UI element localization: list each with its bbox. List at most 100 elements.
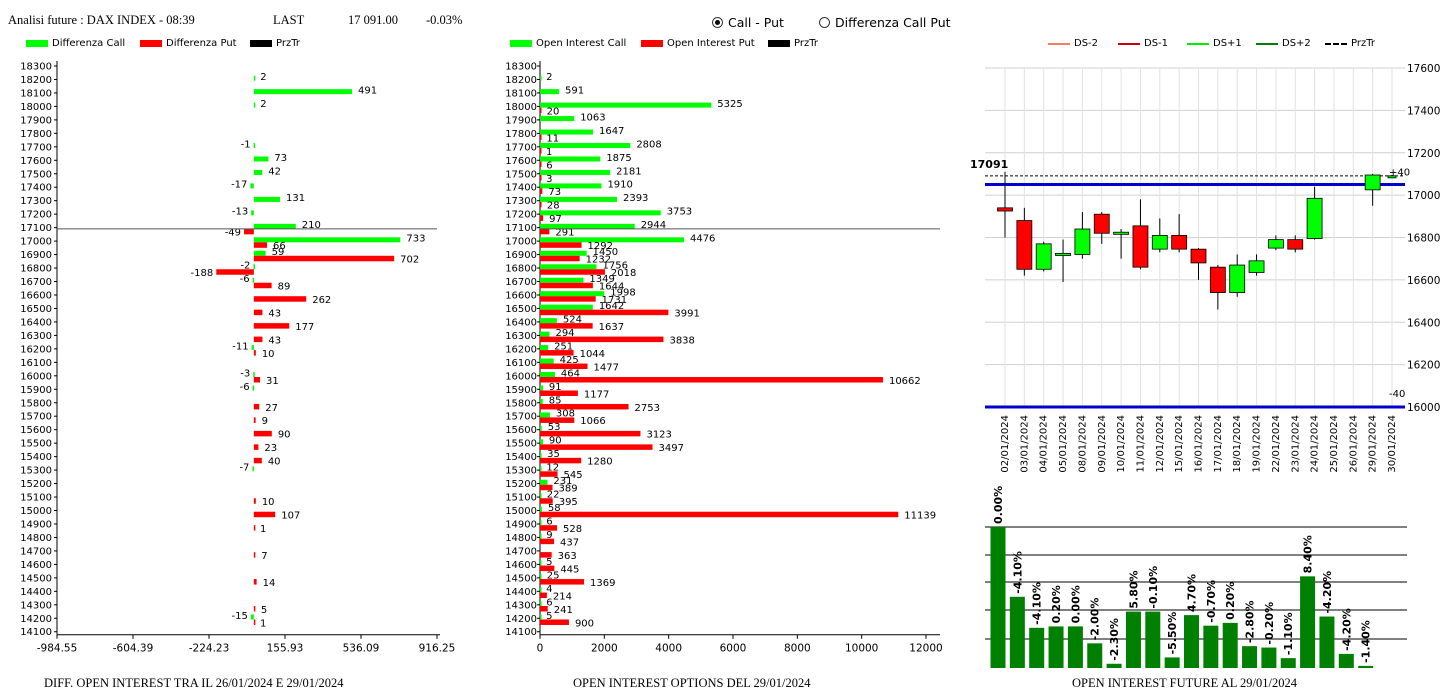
oi-put-bar [540,579,585,585]
x-tick-label: 29/01/2024 [1368,415,1379,473]
candle-down [1016,220,1033,270]
oi-call-label: 425 [560,355,579,366]
open-interest-options-chart: 1830018200181001800017900178001770017600… [505,61,943,655]
oi-put-bar [540,323,593,329]
legend-label: PrzTr [794,38,818,49]
x-tick-label: 15/01/2024 [1174,415,1185,473]
y-tick-label: 15100 [505,493,537,504]
radio-diff-label: Differenza Call Put [835,15,951,30]
candle-up [1074,228,1091,255]
put-diff-bar [253,296,307,302]
y-tick-label: 16400 [1407,317,1440,329]
y-tick-label: 15600 [505,425,537,436]
oi-put-label: 1477 [594,362,619,373]
oi-put-label: 1369 [590,578,615,589]
y-tick-label: 16600 [505,290,537,301]
radio-diff-indicator[interactable] [819,17,830,28]
y-tick-label: 14500 [20,573,52,584]
x-tick-label: 03/01/2024 [1019,415,1030,473]
x-tick-label: 8000 [784,643,811,655]
oi-put-label: 73 [548,187,561,198]
candle-up [1248,260,1265,273]
put-diff-label: 5 [261,605,267,616]
oi-put-label: 445 [560,564,579,575]
oi-call-bar [540,102,712,108]
oi-call-label: 1647 [599,126,624,137]
oi-put-bar [540,161,542,167]
y-tick-label: 18200 [20,75,52,86]
oi-call-bar [540,520,542,526]
oi-put-label: 241 [554,605,573,616]
y-tick-label: 15100 [20,493,52,504]
candle-up [1306,197,1323,239]
radio-diff-call-put[interactable]: Differenza Call Put [819,15,951,30]
candle-down [1287,239,1304,250]
x-tick-label: 23/01/2024 [1290,415,1301,473]
legend-swatch [1187,42,1209,45]
x-tick-label: 04/01/2024 [1039,415,1050,473]
call-diff-label: 491 [358,85,377,96]
oi-call-bar [540,614,542,620]
put-diff-label: 90 [278,430,291,441]
oi-put-label: 1 [546,147,552,158]
oi-call-bar [540,560,542,566]
oi-call-bar [540,223,635,229]
put-diff-bar [253,444,259,450]
call-diff-bar [253,89,352,95]
candle-up [1035,243,1052,270]
oi-put-label: 3991 [674,308,699,319]
y-tick-label: 14200 [505,614,537,625]
y-tick-label: 16600 [20,290,52,301]
radio-call-put-indicator[interactable] [712,17,723,28]
x-tick-label: 2000 [591,643,618,655]
oi-call-bar [540,89,560,95]
oi-put-bar [540,417,575,423]
call-diff-bar [253,143,256,149]
oi-call-bar [540,237,684,243]
y-tick-label: 14900 [505,519,537,530]
x-tick-label: 6000 [720,643,747,655]
caption-future: OPEN INTEREST FUTURE AL 29/01/2024 [1072,676,1298,690]
future-oi-bar [1222,622,1238,668]
y-tick-label: 16900 [20,250,52,261]
candle-up [1055,252,1071,256]
x-tick-label: 10/01/2024 [1116,415,1127,473]
x-tick-label: 18/01/2024 [1232,415,1243,473]
legend-oi-put: Open Interest Put [641,38,755,49]
future-oi-bar [1280,658,1296,668]
y-tick-label: 17100 [20,223,52,234]
oi-put-bar [540,350,574,356]
oi-put-bar [540,565,555,572]
oi-call-label: 294 [555,328,574,339]
y-tick-label: 16800 [20,264,52,275]
y-tick-label: 17000 [505,237,537,248]
oi-put-label: 1177 [584,389,609,400]
x-tick-label: -604.39 [113,643,154,655]
caption-diff: DIFF. OPEN INTEREST TRA IL 26/01/2024 E … [44,676,344,690]
radio-call-put[interactable]: Call - Put [712,15,784,30]
y-tick-label: 16000 [505,371,537,382]
y-tick-label: 16200 [1407,360,1440,372]
put-diff-bar [244,228,254,235]
oi-call-bar [540,304,593,310]
future-oi-bar [1125,611,1141,668]
legend-swatch [510,40,532,47]
y-tick-label: 14400 [20,587,52,598]
oi-call-label: 2944 [641,220,666,231]
future-oi-pct-label: -4.10% [1011,551,1024,594]
put-diff-bar [253,511,276,518]
x-tick-label: 22/01/2024 [1271,415,1282,473]
future-oi-bar [1009,596,1025,668]
call-diff-bar [253,75,256,81]
oi-put-label: 395 [559,497,578,508]
legend-label: Differenza Call [52,38,126,49]
oi-call-label: 2808 [636,139,661,150]
legend-oi-przTr: PrzTr [768,38,818,49]
y-tick-label: 16300 [505,331,537,342]
caption-oi: OPEN INTEREST OPTIONS DEL 29/01/2024 [573,676,811,690]
put-diff-label: 10 [262,349,275,360]
future-oi-pct-label: -0.70% [1205,580,1218,623]
future-oi-pct-label: 0.20% [1050,585,1063,623]
future-oi-bar [1145,611,1161,668]
oi-put-bar [540,471,558,477]
